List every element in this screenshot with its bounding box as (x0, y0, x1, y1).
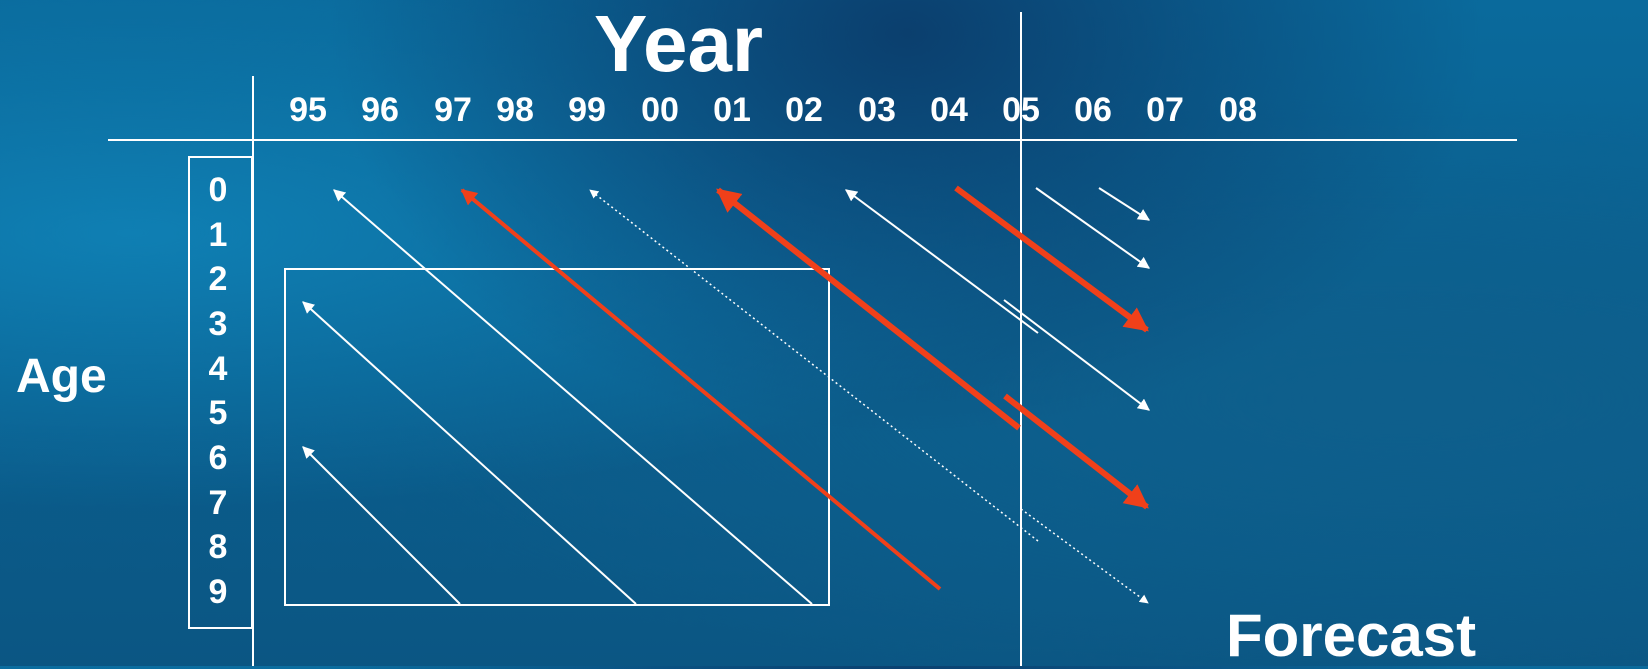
year-tick-08: 08 (1219, 91, 1257, 129)
year-tick-02: 02 (785, 91, 823, 129)
year-tick-99: 99 (568, 91, 606, 129)
forecast-arrow-red-2 (1003, 393, 1149, 510)
age-tick-3: 3 (208, 305, 228, 343)
age-axis-label: Age (16, 350, 107, 403)
year-tick-97: 97 (434, 91, 472, 129)
year-tick-01: 01 (713, 91, 751, 129)
age-tick-6: 6 (208, 439, 228, 477)
forecast-arrow-dotted (1020, 508, 1149, 604)
year-tick-04: 04 (930, 91, 968, 129)
age-column-box (188, 156, 253, 629)
forecast-arrow-3 (1003, 299, 1150, 411)
cohort-arrow-1 (302, 446, 461, 605)
year-tick-06: 06 (1074, 91, 1112, 129)
cohort-arrow-4 (845, 189, 1039, 334)
age-tick-2: 2 (208, 260, 228, 298)
cohort-arrow-2 (302, 301, 637, 605)
cohort-arrow-dotted (589, 189, 1039, 542)
year-tick-03: 03 (858, 91, 896, 129)
year-tick-07: 07 (1146, 91, 1184, 129)
chart-title-year: Year (594, 0, 764, 88)
cohort-arrow-red-1 (460, 188, 942, 591)
year-tick-96: 96 (361, 91, 399, 129)
age-tick-5: 5 (208, 394, 228, 432)
age-tick-7: 7 (208, 484, 228, 522)
age-tick-4: 4 (208, 350, 228, 388)
data-window-box (284, 268, 830, 606)
age-tick-1: 1 (208, 216, 228, 254)
forecast-arrow-2 (1035, 187, 1150, 269)
year-tick-95: 95 (289, 91, 327, 129)
age-tick-9: 9 (208, 573, 228, 611)
year-tick-98: 98 (496, 91, 534, 129)
year-tick-00: 00 (641, 91, 679, 129)
cohort-arrow-red-2 (716, 187, 1021, 431)
forecast-label: Forecast (1226, 602, 1477, 669)
age-tick-0: 0 (208, 171, 228, 209)
cohort-arrow-3 (333, 189, 813, 605)
forecast-arrow-red-1 (954, 185, 1149, 333)
forecast-arrow-1 (1098, 187, 1151, 221)
age-tick-8: 8 (208, 528, 228, 566)
